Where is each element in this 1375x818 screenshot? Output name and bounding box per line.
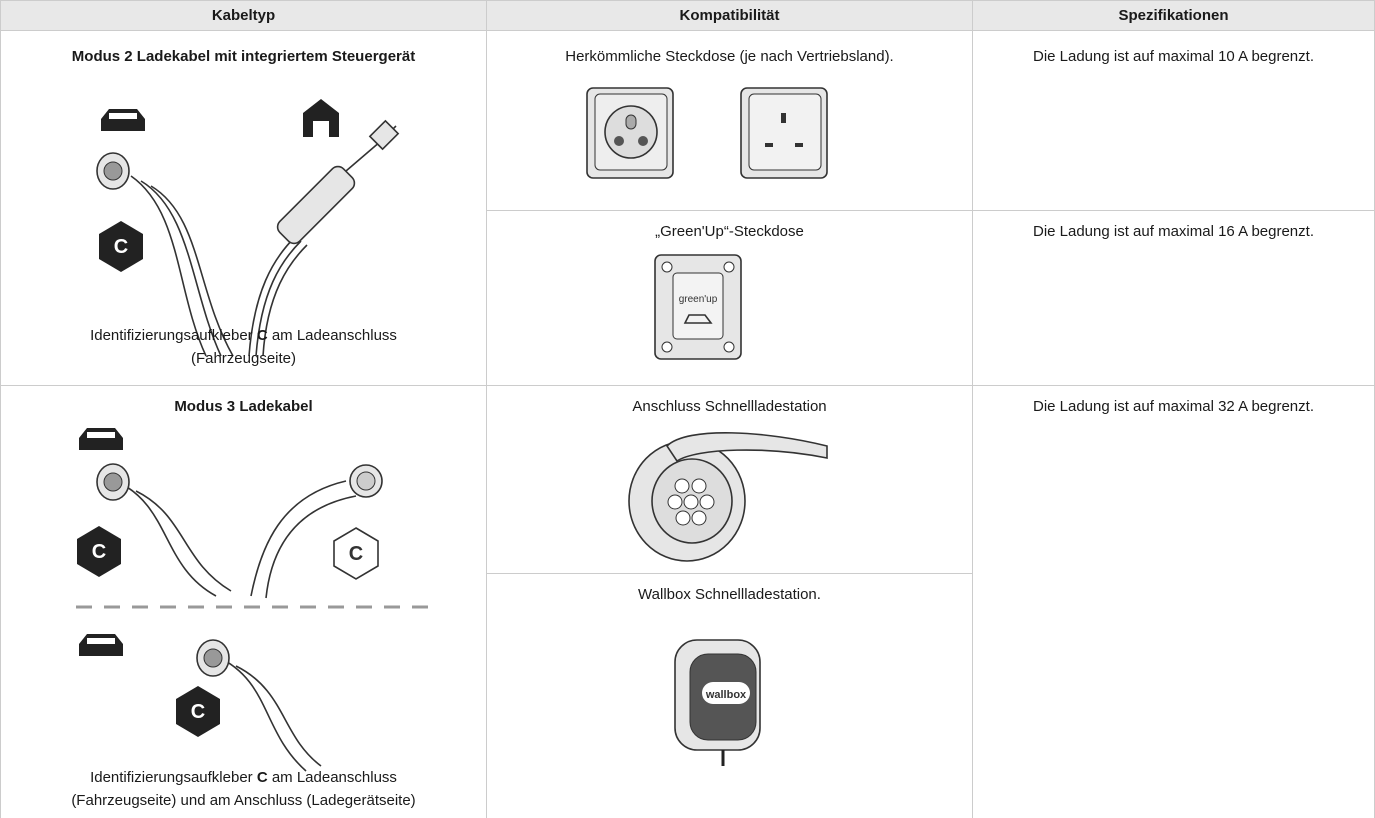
image-text: wallbox (705, 689, 747, 701)
spec: Die Ladung ist auf maximal 10 A begrenzt… (1032, 48, 1314, 65)
cable-cell: Modus 3 Ladekabel C C C Identifizierungs… (0, 386, 487, 818)
spec: Die Ladung ist auf maximal 16 A begrenzt… (1032, 223, 1314, 240)
image-text: green'up (679, 294, 718, 305)
header-cell: Kompatibilität (487, 0, 973, 31)
spec-cell: Die Ladung ist auf maximal 10 A begrenzt… (973, 31, 1375, 211)
header-cell: Spezifikationen (973, 0, 1375, 31)
header-cell: Kabeltyp (0, 0, 487, 31)
caption-text: (Fahrzeugseite) und am Anschluss (Ladege… (71, 792, 416, 809)
compat-cell: Herkömmliche Steckdose (je nach Vertrieb… (487, 31, 973, 211)
compat-label: Anschluss Schnellladestation (632, 398, 827, 415)
spec-cell: Die Ladung ist auf maximal 16 A begrenzt… (973, 211, 1375, 386)
caption-text: am Ladeanschluss (267, 327, 397, 344)
caption-text: am Ladeanschluss (267, 769, 397, 786)
caption-text: Identifizierungsaufkleber (90, 769, 257, 786)
compat-cell: „Green'Up“-Steckdose green'up (487, 211, 973, 386)
greenup-socket: green'up (654, 254, 742, 360)
caption: Identifizierungsaufkleber C am Ladeansch… (1, 766, 486, 812)
spec: Die Ladung ist auf maximal 32 A begrenzt… (1032, 398, 1314, 415)
cable-type: Modus 3 Ladekabel (174, 398, 313, 415)
header: Kompatibilität (679, 7, 780, 24)
spec-cell: Die Ladung ist auf maximal 32 A begrenzt… (973, 386, 1375, 818)
sticker-label: C (349, 543, 363, 565)
compat-label: Wallbox Schnellladestation. (638, 586, 821, 603)
compat-label: „Green'Up“-Steckdose (655, 223, 804, 240)
sticker-label: C (92, 541, 106, 563)
sticker-label: C (191, 701, 205, 723)
charging-port (628, 432, 828, 562)
sticker-label: C (114, 236, 128, 258)
wallbox: wallbox (674, 639, 761, 766)
caption: Identifizierungsaufkleber C am Ladeansch… (1, 324, 486, 370)
caption-sticker: C (256, 327, 268, 344)
sockets (586, 87, 828, 179)
compat-cell: Wallbox Schnellladestation. wallbox (487, 574, 973, 818)
compat-cell: Anschluss Schnellladestation (487, 386, 973, 574)
illustration: C (96, 99, 400, 357)
header: Spezifikationen (1118, 7, 1229, 24)
caption-text: Identifizierungsaufkleber (90, 327, 257, 344)
caption-text: (Fahrzeugseite) (190, 350, 297, 367)
cable-cell: Modus 2 Ladekabel mit integriertem Steue… (0, 31, 487, 386)
cable-type: Modus 2 Ladekabel mit integriertem Steue… (71, 48, 416, 65)
caption-sticker: C (256, 769, 268, 786)
illustration: C C C (76, 428, 431, 772)
header: Kabeltyp (211, 7, 276, 24)
compat-label: Herkömmliche Steckdose (je nach Vertrieb… (565, 48, 894, 65)
